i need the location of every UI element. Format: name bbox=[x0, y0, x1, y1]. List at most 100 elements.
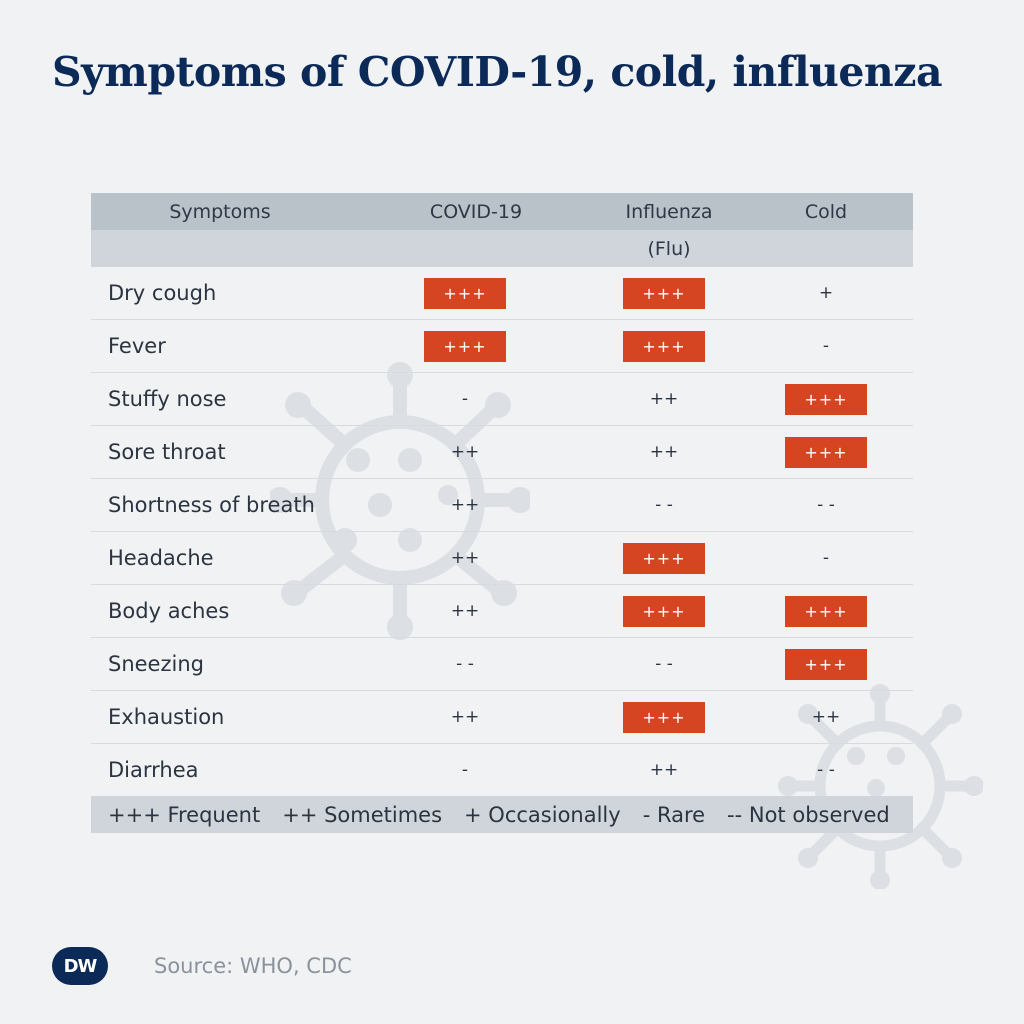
table-subheader: (Flu) bbox=[91, 230, 913, 267]
table-cell: - bbox=[424, 744, 506, 796]
table-cell: +++ bbox=[785, 426, 867, 478]
table-row: Fever +++ +++ - bbox=[91, 320, 913, 373]
table-cell: +++ bbox=[623, 585, 705, 637]
frequent-badge: +++ bbox=[623, 701, 705, 733]
table-header: Symptoms COVID-19 Influenza Cold bbox=[91, 193, 913, 230]
cell-value: - bbox=[822, 548, 830, 568]
table-cell: - - bbox=[623, 638, 705, 690]
cell-value: - bbox=[461, 389, 469, 409]
symptom-label: Diarrhea bbox=[108, 758, 199, 782]
table-cell: +++ bbox=[623, 267, 705, 319]
page-title: Symptoms of COVID-19, cold, influenza bbox=[52, 48, 943, 96]
legend: +++ Frequent ++ Sometimes + Occasionally - … bbox=[91, 796, 913, 833]
table-row: Exhaustion ++ +++ ++ bbox=[91, 691, 913, 744]
column-header-cold: Cold bbox=[804, 200, 848, 223]
table-cell: +++ bbox=[785, 373, 867, 425]
cell-value: + bbox=[818, 283, 834, 303]
cell-value: ++ bbox=[649, 389, 679, 409]
frequent-badge: +++ bbox=[623, 277, 705, 309]
frequent-badge: +++ bbox=[785, 383, 867, 415]
table-row: Stuffy nose - ++ +++ bbox=[91, 373, 913, 426]
cell-value: ++ bbox=[649, 760, 679, 780]
cell-value: - bbox=[822, 336, 830, 356]
table-cell: +++ bbox=[623, 320, 705, 372]
virus-icon bbox=[778, 684, 983, 889]
frequent-badge: +++ bbox=[785, 436, 867, 468]
table-cell: +++ bbox=[785, 585, 867, 637]
frequent-badge: +++ bbox=[623, 542, 705, 574]
table-cell: ++ bbox=[424, 532, 506, 584]
column-header-influenza: Influenza bbox=[625, 200, 713, 223]
table-cell: - - bbox=[623, 479, 705, 531]
symptom-label: Headache bbox=[108, 546, 214, 570]
table-cell: - - bbox=[424, 638, 506, 690]
frequent-badge: +++ bbox=[785, 648, 867, 680]
frequent-badge: +++ bbox=[785, 595, 867, 627]
source-note: Source: WHO, CDC bbox=[154, 954, 352, 978]
column-header-covid: COVID-19 bbox=[429, 200, 523, 223]
table-cell: - bbox=[785, 320, 867, 372]
frequent-badge: +++ bbox=[623, 595, 705, 627]
frequent-badge: +++ bbox=[424, 330, 506, 362]
legend-item: ++ Sometimes bbox=[282, 802, 443, 827]
cell-value: - - bbox=[655, 654, 673, 674]
table-row: Headache ++ +++ - bbox=[91, 532, 913, 585]
table-cell: ++ bbox=[424, 691, 506, 743]
table-row: Diarrhea - ++ - - bbox=[91, 744, 913, 796]
legend-item: + Occasionally bbox=[464, 802, 621, 827]
table-cell: +++ bbox=[623, 532, 705, 584]
frequent-badge: +++ bbox=[623, 330, 705, 362]
frequent-badge: +++ bbox=[424, 277, 506, 309]
table-row: Sneezing - - - - +++ bbox=[91, 638, 913, 691]
column-header-symptoms: Symptoms bbox=[169, 200, 271, 223]
symptom-label: Exhaustion bbox=[108, 705, 225, 729]
symptom-label: Shortness of breath bbox=[108, 493, 315, 517]
footer: DW Source: WHO, CDC bbox=[52, 947, 352, 985]
legend-item: -- Not observed bbox=[727, 802, 890, 827]
table-cell: + bbox=[785, 267, 867, 319]
cell-value: - - bbox=[817, 495, 835, 515]
dw-logo: DW bbox=[52, 947, 108, 985]
cell-value: ++ bbox=[450, 548, 480, 568]
table-row: Dry cough +++ +++ + bbox=[91, 267, 913, 320]
table-cell: ++ bbox=[424, 479, 506, 531]
cell-value: - - bbox=[817, 760, 835, 780]
table-cell: ++ bbox=[623, 373, 705, 425]
legend-item: - Rare bbox=[642, 802, 706, 827]
table-cell: ++ bbox=[623, 744, 705, 796]
table-cell: ++ bbox=[424, 426, 506, 478]
table-row: Shortness of breath ++ - - - - bbox=[91, 479, 913, 532]
table-cell: +++ bbox=[785, 638, 867, 690]
symptom-label: Stuffy nose bbox=[108, 387, 227, 411]
cell-value: - - bbox=[655, 495, 673, 515]
table-cell: +++ bbox=[424, 267, 506, 319]
table-cell: ++ bbox=[424, 585, 506, 637]
table-row: Sore throat ++ ++ +++ bbox=[91, 426, 913, 479]
table-cell: - bbox=[785, 532, 867, 584]
cell-value: ++ bbox=[811, 707, 841, 727]
table-cell: +++ bbox=[424, 320, 506, 372]
legend-item: +++ Frequent bbox=[108, 802, 261, 827]
cell-value: ++ bbox=[649, 442, 679, 462]
cell-value: ++ bbox=[450, 442, 480, 462]
symptoms-table: Symptoms COVID-19 Influenza Cold (Flu) D… bbox=[91, 193, 913, 833]
table-cell: - - bbox=[785, 744, 867, 796]
column-subtitle-influenza: (Flu) bbox=[647, 237, 691, 260]
table-row: Body aches ++ +++ +++ bbox=[91, 585, 913, 638]
cell-value: ++ bbox=[450, 601, 480, 621]
virus-icon bbox=[270, 362, 530, 640]
cell-value: - - bbox=[456, 654, 474, 674]
cell-value: ++ bbox=[450, 707, 480, 727]
table-cell: ++ bbox=[785, 691, 867, 743]
symptom-label: Fever bbox=[108, 334, 166, 358]
table-cell: ++ bbox=[623, 426, 705, 478]
symptom-label: Sneezing bbox=[108, 652, 204, 676]
table-cell: - - bbox=[785, 479, 867, 531]
cell-value: - bbox=[461, 760, 469, 780]
symptom-label: Dry cough bbox=[108, 281, 217, 305]
table-cell: +++ bbox=[623, 691, 705, 743]
symptom-label: Sore throat bbox=[108, 440, 226, 464]
table-cell: - bbox=[424, 373, 506, 425]
table-body: Dry cough +++ +++ + Fever +++ +++ - Stuffy nose -… bbox=[91, 267, 913, 796]
symptom-label: Body aches bbox=[108, 599, 230, 623]
